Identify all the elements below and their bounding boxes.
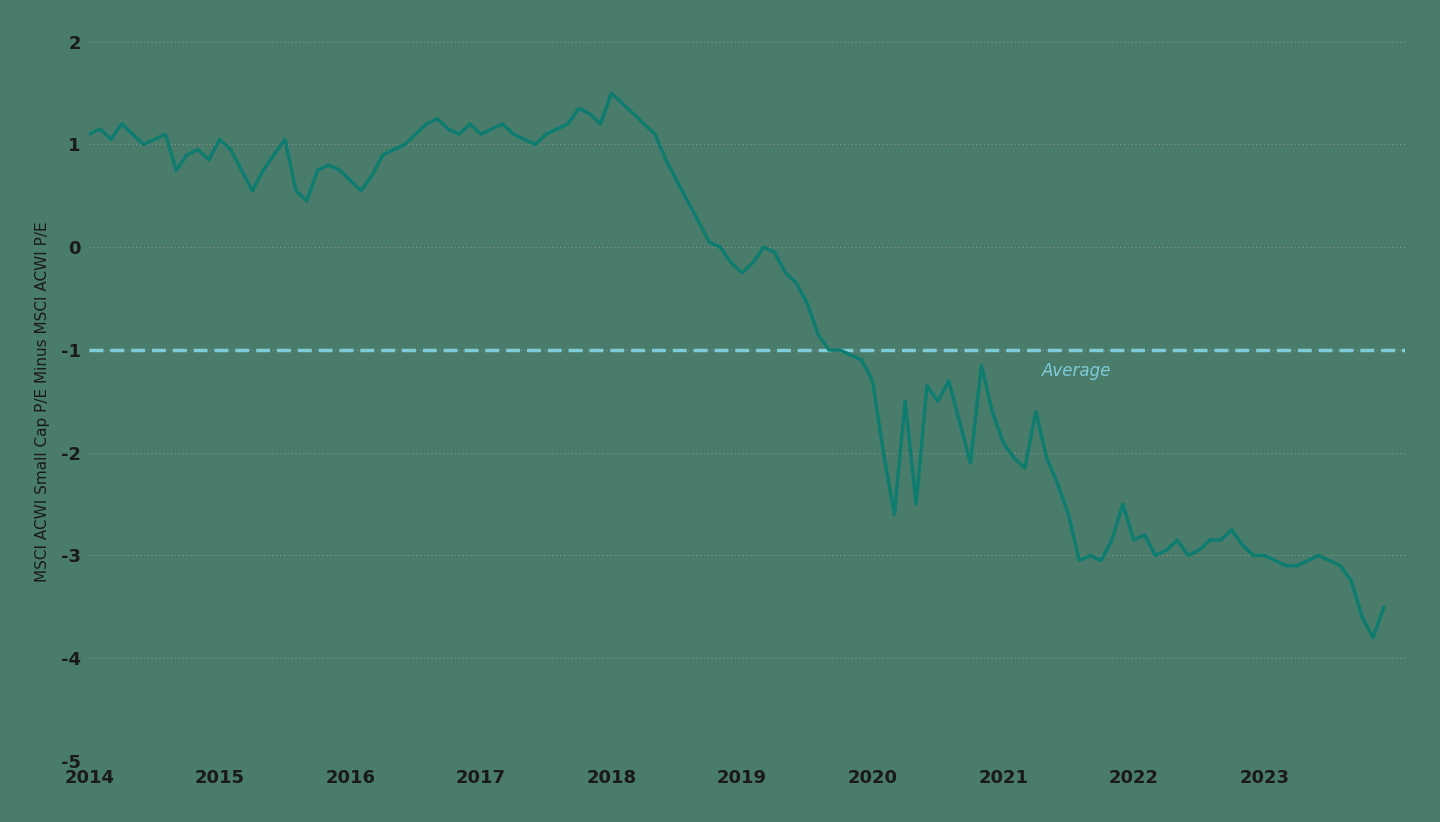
Y-axis label: MSCI ACWI Small Cap P/E Minus MSCI ACWI P/E: MSCI ACWI Small Cap P/E Minus MSCI ACWI … [35, 221, 50, 582]
Text: Average: Average [1043, 363, 1112, 381]
